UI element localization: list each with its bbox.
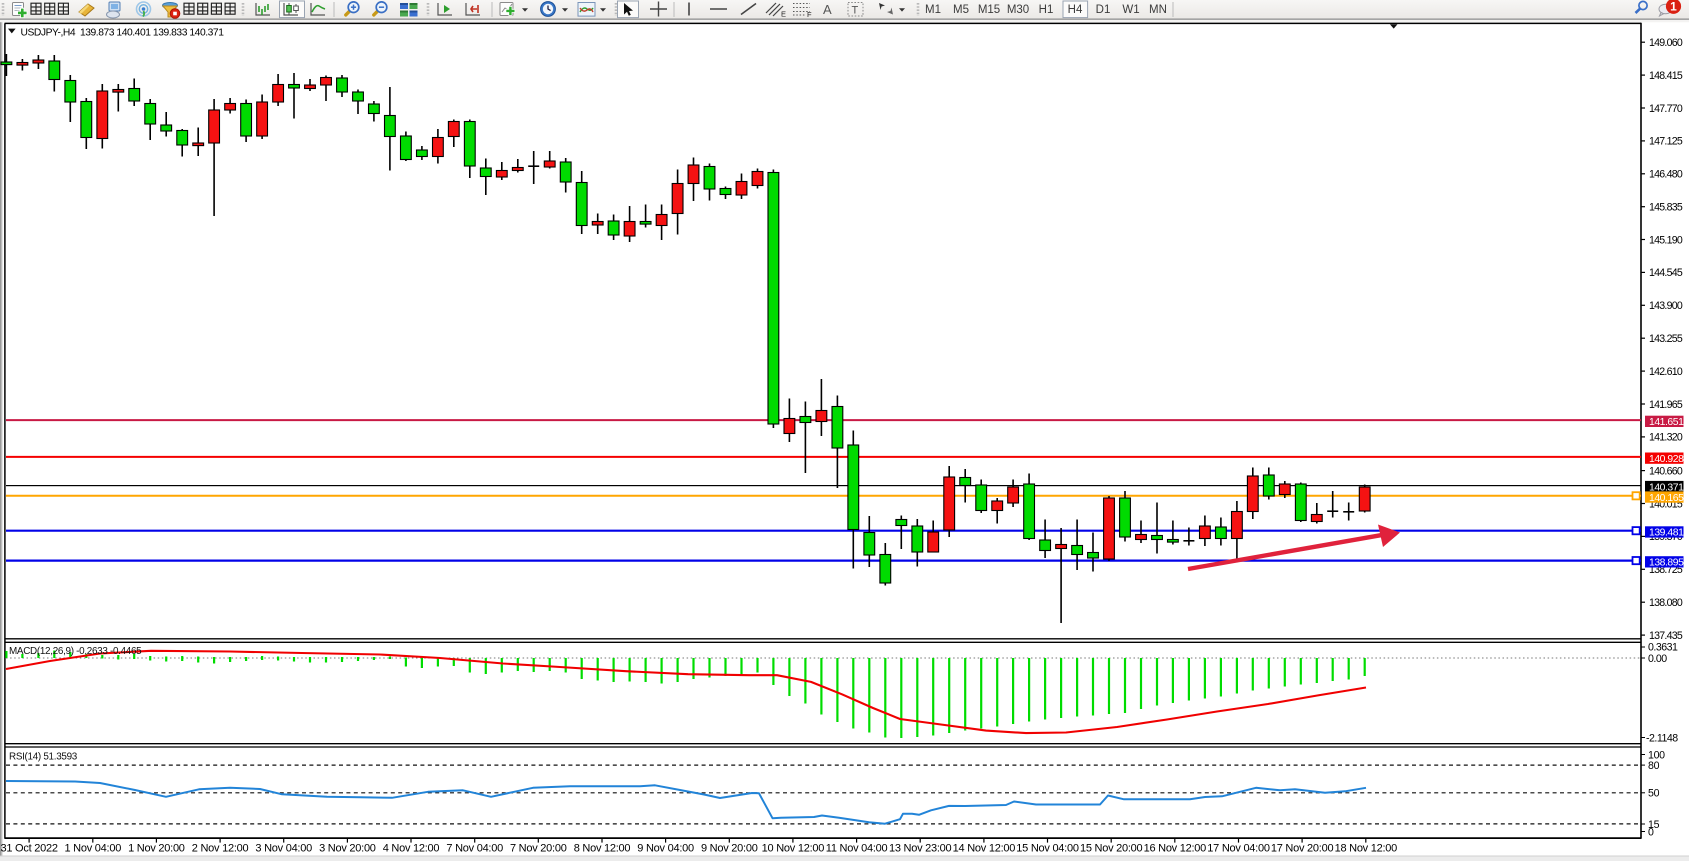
svg-text:0.00: 0.00 [1648, 653, 1667, 665]
svg-text:138.895: 138.895 [1649, 558, 1684, 569]
svg-text:A: A [823, 2, 832, 17]
svg-text:16 Nov 12:00: 16 Nov 12:00 [1144, 843, 1207, 855]
svg-text:1 Nov 20:00: 1 Nov 20:00 [128, 843, 185, 855]
svg-text:0.3631: 0.3631 [1648, 642, 1678, 654]
svg-text:7 Nov 04:00: 7 Nov 04:00 [446, 843, 503, 855]
svg-text:D1: D1 [1096, 4, 1111, 16]
svg-text:3 Nov 20:00: 3 Nov 20:00 [319, 843, 376, 855]
svg-text:140.928: 140.928 [1649, 454, 1684, 465]
svg-text:13 Nov 23:00: 13 Nov 23:00 [889, 843, 952, 855]
svg-text:M30: M30 [1007, 4, 1029, 16]
svg-text:T: T [852, 5, 859, 17]
svg-text:7 Nov 20:00: 7 Nov 20:00 [510, 843, 567, 855]
svg-text:4 Nov 12:00: 4 Nov 12:00 [383, 843, 440, 855]
svg-text:1: 1 [1670, 0, 1677, 14]
svg-text:17 Nov 04:00: 17 Nov 04:00 [1207, 843, 1270, 855]
svg-text:9 Nov 04:00: 9 Nov 04:00 [637, 843, 694, 855]
svg-text:147.770: 147.770 [1649, 103, 1683, 115]
svg-text:M5: M5 [953, 4, 969, 16]
svg-text:0: 0 [1648, 826, 1654, 838]
svg-text:15 Nov 20:00: 15 Nov 20:00 [1080, 843, 1143, 855]
svg-text:11 Nov 04:00: 11 Nov 04:00 [826, 843, 888, 855]
svg-text:9 Nov 20:00: 9 Nov 20:00 [701, 843, 758, 855]
svg-text:141.320: 141.320 [1649, 432, 1683, 444]
svg-text:142.610: 142.610 [1649, 366, 1683, 378]
svg-text:144.545: 144.545 [1649, 267, 1683, 279]
svg-text:17 Nov 20:00: 17 Nov 20:00 [1271, 843, 1334, 855]
svg-text:149.060: 149.060 [1649, 37, 1683, 49]
svg-text:15 Nov 04:00: 15 Nov 04:00 [1016, 843, 1079, 855]
svg-text:141.651: 141.651 [1649, 417, 1684, 428]
svg-text:143.900: 143.900 [1649, 300, 1683, 312]
svg-text:10 Nov 12:00: 10 Nov 12:00 [762, 843, 825, 855]
svg-text:MN: MN [1149, 4, 1167, 16]
svg-text:MACD(12,26,9) -0.2633 -0.4465: MACD(12,26,9) -0.2633 -0.4465 [9, 646, 142, 657]
svg-text:146.480: 146.480 [1649, 169, 1683, 181]
svg-text:140.165: 140.165 [1649, 493, 1684, 504]
svg-text:145.190: 145.190 [1649, 234, 1683, 246]
svg-text:1 Nov 04:00: 1 Nov 04:00 [65, 843, 122, 855]
svg-text:50: 50 [1648, 788, 1660, 800]
svg-text:147.125: 147.125 [1649, 136, 1683, 148]
svg-text:USDJPY-,H4 139.873 140.401 13: USDJPY-,H4 139.873 140.401 139.833 140.3… [21, 27, 225, 38]
svg-text:8 Nov 12:00: 8 Nov 12:00 [574, 843, 631, 855]
svg-text:RSI(14) 51.3593: RSI(14) 51.3593 [9, 752, 78, 763]
svg-text:2 Nov 12:00: 2 Nov 12:00 [192, 843, 249, 855]
svg-text:141.965: 141.965 [1649, 399, 1683, 411]
svg-text:143.255: 143.255 [1649, 333, 1683, 345]
svg-text:W1: W1 [1122, 4, 1139, 16]
svg-text:-2.1148: -2.1148 [1646, 732, 1678, 744]
svg-text:139.481: 139.481 [1649, 528, 1684, 539]
svg-text:31 Oct 2022: 31 Oct 2022 [1, 843, 58, 855]
svg-text:100: 100 [1648, 749, 1665, 761]
svg-text:148.415: 148.415 [1649, 70, 1683, 82]
svg-text:140.371: 140.371 [1649, 482, 1684, 493]
svg-text:145.835: 145.835 [1649, 202, 1683, 214]
svg-text:H1: H1 [1039, 4, 1054, 16]
svg-text:H4: H4 [1068, 4, 1083, 16]
svg-text:138.080: 138.080 [1649, 597, 1683, 609]
svg-text:140.660: 140.660 [1649, 465, 1683, 477]
svg-text:M15: M15 [978, 4, 1000, 16]
svg-text:3 Nov 04:00: 3 Nov 04:00 [255, 843, 312, 855]
svg-text:F: F [807, 10, 812, 19]
svg-text:137.435: 137.435 [1649, 630, 1683, 642]
svg-text:E: E [781, 10, 786, 19]
svg-text:15: 15 [1648, 819, 1660, 831]
svg-text:80: 80 [1648, 760, 1660, 772]
svg-text:14 Nov 12:00: 14 Nov 12:00 [953, 843, 1016, 855]
svg-text:M1: M1 [925, 4, 941, 16]
svg-text:18 Nov 12:00: 18 Nov 12:00 [1335, 843, 1398, 855]
